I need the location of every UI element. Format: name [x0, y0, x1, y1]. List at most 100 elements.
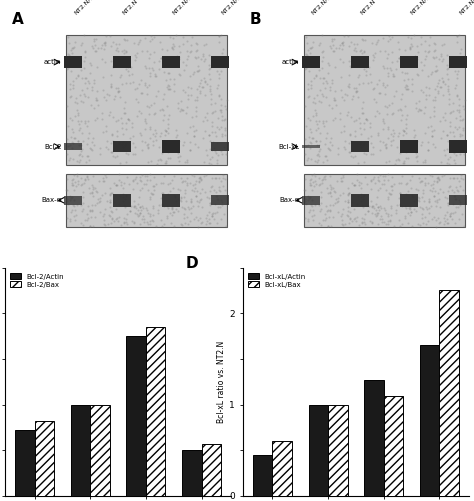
Point	[199, 52, 207, 60]
Point	[176, 71, 183, 79]
Point	[307, 155, 315, 163]
Point	[113, 127, 121, 135]
Point	[340, 122, 348, 130]
Point	[213, 139, 221, 147]
Point	[307, 77, 315, 85]
Point	[84, 140, 91, 148]
Point	[412, 141, 420, 149]
Point	[369, 143, 377, 151]
Point	[450, 188, 457, 196]
Point	[429, 184, 437, 192]
Point	[312, 71, 320, 79]
Point	[73, 201, 81, 209]
Point	[458, 116, 465, 124]
Point	[96, 144, 104, 152]
Point	[78, 129, 85, 137]
Point	[158, 189, 165, 197]
Point	[102, 32, 110, 40]
Point	[390, 92, 398, 100]
Point	[210, 138, 217, 146]
Point	[441, 151, 449, 159]
Point	[118, 47, 126, 55]
Point	[430, 54, 438, 62]
Point	[435, 175, 442, 183]
Point	[122, 218, 130, 226]
Point	[313, 120, 321, 128]
Bar	[201, 444, 221, 496]
Point	[353, 170, 360, 178]
Bar	[64, 56, 82, 68]
Point	[358, 47, 365, 55]
Point	[374, 131, 382, 139]
Point	[73, 182, 80, 190]
Point	[99, 109, 106, 117]
Bar	[351, 56, 369, 68]
Point	[202, 170, 210, 178]
Point	[221, 186, 229, 194]
Point	[218, 31, 225, 39]
Point	[74, 137, 82, 145]
Point	[142, 119, 149, 127]
Point	[386, 35, 394, 43]
Point	[343, 211, 351, 219]
Point	[160, 106, 167, 114]
Point	[412, 61, 420, 69]
Point	[453, 125, 461, 133]
Point	[345, 80, 353, 88]
Point	[302, 50, 310, 58]
Point	[345, 82, 352, 90]
Bar	[64, 143, 82, 150]
Point	[316, 75, 324, 83]
Point	[340, 143, 348, 151]
Point	[414, 71, 421, 79]
Point	[100, 220, 108, 228]
Point	[434, 79, 442, 87]
Point	[414, 152, 421, 160]
Point	[437, 117, 444, 125]
Point	[403, 111, 411, 119]
Point	[160, 220, 168, 228]
Point	[171, 146, 179, 154]
Point	[183, 48, 191, 56]
Point	[86, 144, 94, 152]
Point	[120, 35, 128, 43]
Point	[83, 216, 91, 224]
Point	[373, 211, 381, 219]
Point	[182, 188, 189, 196]
Point	[212, 191, 220, 199]
Point	[152, 92, 160, 100]
Point	[64, 195, 71, 203]
Point	[208, 153, 216, 161]
Point	[153, 180, 160, 188]
Point	[346, 83, 353, 91]
Point	[367, 175, 374, 183]
Point	[132, 53, 139, 61]
Point	[338, 45, 346, 53]
Point	[374, 203, 382, 211]
Point	[112, 84, 120, 92]
Point	[387, 137, 395, 145]
Point	[321, 152, 328, 160]
Point	[125, 71, 132, 79]
Point	[368, 219, 375, 227]
Point	[457, 174, 465, 182]
Point	[178, 106, 186, 114]
Point	[384, 50, 392, 58]
Point	[191, 68, 198, 76]
Point	[406, 204, 413, 212]
Point	[399, 55, 406, 63]
Point	[444, 187, 452, 195]
Point	[106, 111, 113, 119]
Point	[324, 189, 331, 197]
Point	[71, 186, 78, 194]
Point	[311, 106, 319, 114]
Point	[351, 44, 359, 52]
Point	[218, 200, 226, 208]
Bar	[211, 142, 229, 151]
Point	[143, 204, 150, 212]
Point	[429, 180, 437, 188]
Point	[66, 215, 73, 223]
Point	[86, 59, 93, 67]
Point	[81, 117, 89, 125]
Point	[309, 98, 317, 106]
